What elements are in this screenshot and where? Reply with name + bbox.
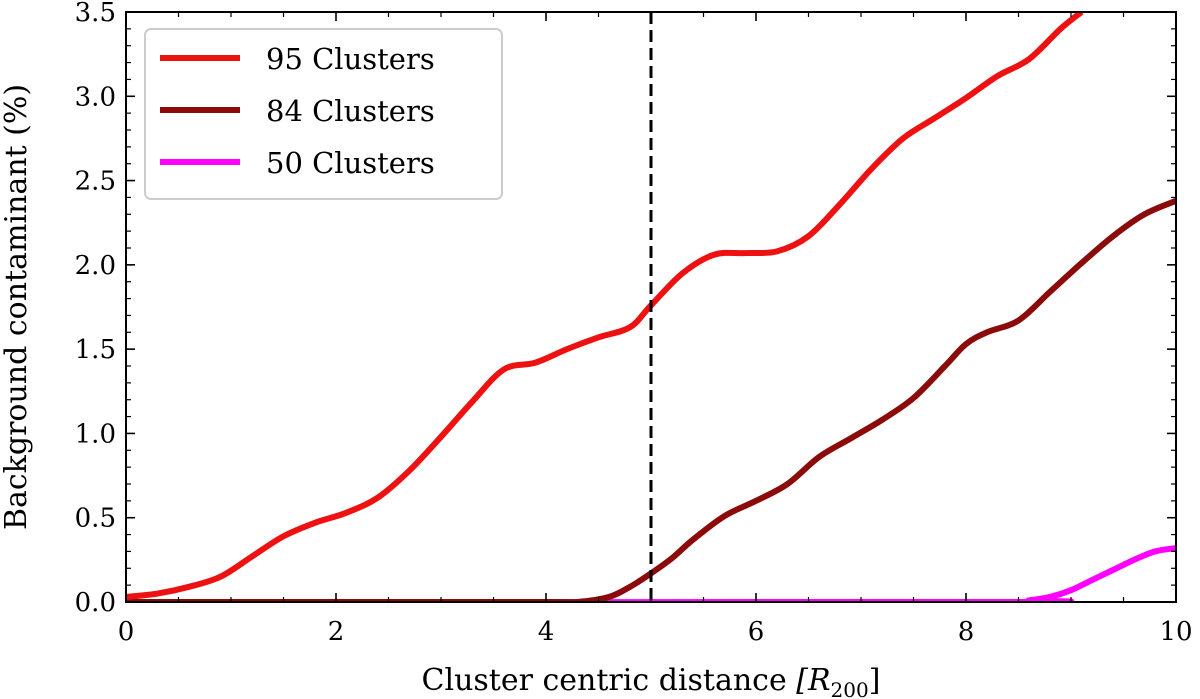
y-tick-label: 1.5: [75, 335, 116, 365]
legend-label-50-clusters: 50 Clusters: [266, 146, 435, 180]
legend-label-95-clusters: 95 Clusters: [266, 42, 435, 76]
plot-area: [126, 12, 1176, 602]
legend-label-84-clusters: 84 Clusters: [266, 94, 435, 128]
y-tick-label: 2.0: [75, 251, 116, 281]
y-tick-label: 3.0: [75, 82, 116, 112]
legend: 95 Clusters 84 Clusters 50 Clusters: [144, 28, 503, 200]
legend-box: [144, 28, 503, 200]
y-tick-label: 3.5: [75, 0, 116, 28]
y-tick-label: 1.0: [75, 419, 116, 449]
x-tick-label: 6: [748, 617, 765, 647]
series-line-84-clusters: [126, 198, 1176, 602]
axes-frame: [125, 11, 1177, 603]
y-tick-label: 2.5: [75, 167, 116, 197]
series-line-95-clusters: [126, 12, 1084, 600]
x-tick-label: 8: [958, 617, 975, 647]
series-line-50-clusters: [126, 545, 1176, 602]
axes: 0 2 4 6 8 10 0.0 0.5 1.0 1.5 2.0 2.5 3.0 3.5: [75, 0, 1193, 647]
y-tick-label: 0.0: [75, 588, 116, 618]
y-tick-label: 0.5: [75, 504, 116, 534]
y-axis-label: Background contaminant (%): [0, 84, 34, 530]
x-tick-label: 2: [328, 617, 345, 647]
x-tick-label: 0: [118, 617, 135, 647]
x-tick-label: 4: [538, 617, 555, 647]
x-tick-label: 10: [1159, 617, 1192, 647]
x-axis-label: Cluster centric distance [R200]: [422, 663, 881, 699]
